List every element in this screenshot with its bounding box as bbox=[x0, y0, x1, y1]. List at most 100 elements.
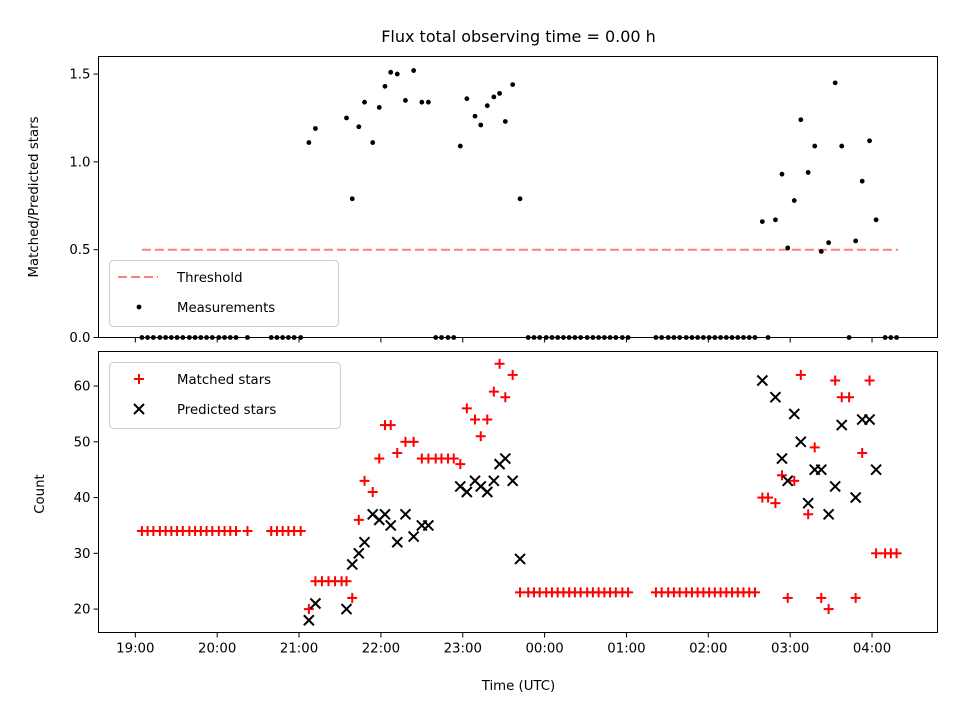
measurement-point bbox=[403, 98, 408, 103]
count-legend: Matched stars Predicted stars bbox=[109, 362, 341, 429]
predicted-star-point bbox=[756, 374, 769, 387]
x-axis-label: Time (UTC) bbox=[481, 679, 556, 694]
predicted-star-point bbox=[788, 408, 800, 420]
ratio-y-tick-label: 0.5 bbox=[69, 243, 90, 258]
count-y-tick-label: 60 bbox=[74, 380, 91, 395]
matched-star-point bbox=[353, 514, 364, 525]
top-y-axis-label: Matched/Predicted stars bbox=[27, 116, 42, 277]
predicted-star-point bbox=[506, 475, 519, 487]
count-panel-frame bbox=[98, 351, 938, 633]
x-tick-label: 22:00 bbox=[362, 642, 400, 657]
matched-star-point bbox=[857, 447, 868, 458]
legend-measurements-swatch bbox=[136, 304, 142, 310]
count-y-tick-label: 40 bbox=[74, 491, 91, 506]
matched-star-point bbox=[461, 403, 472, 414]
predicted-star-point bbox=[802, 497, 814, 509]
predicted-star-point bbox=[769, 391, 782, 403]
x-tick-label: 01:00 bbox=[607, 642, 645, 657]
matched-star-point bbox=[408, 436, 419, 447]
predicted-star-point bbox=[407, 530, 420, 543]
predicted-star-point bbox=[488, 475, 500, 487]
count-y-tick-label: 30 bbox=[74, 547, 91, 562]
x-tick-label: 19:00 bbox=[116, 642, 154, 657]
measurement-point bbox=[791, 198, 797, 203]
matched-star-point bbox=[475, 431, 486, 442]
ratio-legend-box bbox=[109, 260, 339, 327]
measurement-point bbox=[376, 105, 382, 110]
predicted-star-point bbox=[391, 536, 403, 548]
ratio-panel-frame bbox=[98, 56, 938, 338]
matched-star-point bbox=[770, 498, 781, 509]
predicted-star-point bbox=[863, 413, 876, 426]
count-legend-box bbox=[109, 362, 341, 429]
ratio-axis-ticks: 0.0 0.5 1.0 1.5 bbox=[69, 68, 873, 346]
predicted-star-point bbox=[461, 486, 473, 498]
matched-star-point bbox=[359, 475, 370, 486]
x-tick-label: 20:00 bbox=[198, 642, 236, 657]
measurement-point bbox=[349, 196, 355, 202]
x-tick-label: 02:00 bbox=[689, 642, 727, 657]
matched-star-point bbox=[295, 526, 306, 537]
matched-star-point bbox=[749, 587, 760, 598]
predicted-star-point bbox=[829, 480, 841, 493]
matched-star-point bbox=[776, 470, 787, 481]
measurement-point bbox=[826, 240, 832, 246]
measurement-point bbox=[805, 170, 811, 175]
matched-star-point bbox=[809, 442, 820, 453]
predicted-star-point bbox=[481, 486, 494, 498]
count-y-tick-label: 20 bbox=[74, 603, 91, 618]
ratio-y-tick-label: 1.0 bbox=[69, 155, 90, 170]
bottom-y-axis-label: Count bbox=[33, 474, 48, 514]
matched-star-point bbox=[844, 392, 855, 403]
predicted-star-point bbox=[309, 597, 322, 610]
measurement-point bbox=[419, 99, 425, 105]
matched-star-point bbox=[782, 592, 793, 603]
measurement-point bbox=[306, 140, 312, 145]
measurement-point bbox=[484, 103, 490, 109]
matched-star-point bbox=[864, 375, 875, 386]
legend-matched-swatch bbox=[134, 374, 144, 384]
measurement-point bbox=[759, 219, 765, 224]
matched-star-point bbox=[871, 548, 882, 559]
measurement-point bbox=[362, 99, 367, 105]
measurement-point bbox=[859, 178, 865, 184]
measurement-point bbox=[818, 249, 824, 254]
ratio-y-tick-label: 1.5 bbox=[69, 68, 90, 83]
measurement-point bbox=[464, 96, 470, 102]
predicted-star-point bbox=[815, 463, 827, 476]
measurement-point bbox=[472, 113, 478, 119]
matched-star-point bbox=[623, 587, 634, 598]
predicted-star-point bbox=[353, 547, 365, 560]
matched-star-point bbox=[347, 592, 358, 603]
predicted-star-point bbox=[385, 519, 397, 532]
measurement-point bbox=[873, 217, 879, 223]
measurement-point bbox=[779, 171, 785, 177]
measurement-point bbox=[497, 90, 502, 96]
matched-star-point bbox=[507, 369, 518, 380]
measurement-point bbox=[457, 143, 463, 149]
count-axis-ticks: 19:00 20:00 21:00 22:00 23:00 00:00 01:00 02:00… bbox=[74, 380, 892, 657]
legend-measurements-label: Measurements bbox=[177, 301, 275, 316]
predicted-star-point bbox=[870, 463, 882, 476]
ratio-panel: Flux total observing time = 0.00 h Match… bbox=[27, 27, 938, 346]
matched-star-point bbox=[816, 592, 827, 603]
measurement-point bbox=[411, 68, 417, 73]
predicted-star-point bbox=[499, 452, 512, 465]
matched-star-point bbox=[470, 414, 481, 425]
legend-predicted-swatch bbox=[133, 403, 145, 415]
matched-star-point bbox=[803, 509, 814, 520]
matched-star-point bbox=[500, 392, 511, 403]
measurement-point bbox=[517, 196, 523, 202]
matched-star-point bbox=[374, 453, 385, 464]
measurement-point bbox=[798, 117, 804, 123]
measurement-point bbox=[867, 138, 872, 144]
x-tick-label: 03:00 bbox=[771, 642, 809, 657]
ratio-legend: Threshold Measurements bbox=[109, 260, 339, 327]
matched-star-point bbox=[455, 459, 466, 470]
matched-star-point bbox=[891, 548, 902, 559]
measurement-point bbox=[839, 143, 845, 149]
matched-star-point bbox=[303, 604, 314, 615]
matched-star-point bbox=[367, 487, 378, 497]
